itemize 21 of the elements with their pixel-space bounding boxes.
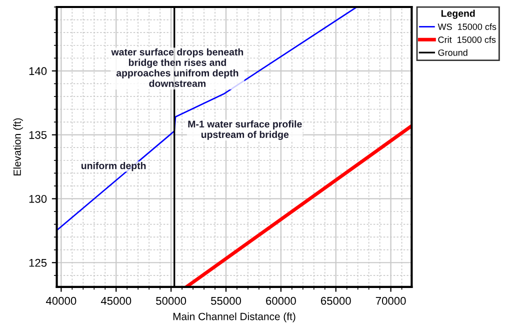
legend-title: Legend — [441, 10, 475, 19]
x-tick-label: 65000 — [320, 296, 351, 305]
annotation: water surface drops beneath bridge then rises and approaches unifrom depth downstream — [111, 48, 244, 87]
legend-label: Crit 15000 cfs — [438, 36, 496, 43]
y-tick-label: 130 — [29, 194, 47, 203]
x-tick-label: 45000 — [100, 296, 132, 305]
y-axis-title: Elevation (ft) — [13, 118, 23, 176]
y-tick-label: 135 — [29, 131, 47, 139]
y-tick-label: 125 — [29, 258, 47, 267]
y-tick-label: 140 — [29, 67, 47, 76]
legend-label: Ground — [438, 49, 468, 56]
annotation: uniform depth — [82, 162, 146, 172]
legend-label: WS 15000 cfs — [438, 23, 496, 30]
x-tick-label: 70000 — [376, 296, 406, 305]
line-series — [57, 7, 358, 230]
x-tick-label: 60000 — [266, 296, 296, 305]
annotation: M-1 water surface profile upstream of bridge — [188, 120, 302, 140]
x-tick-label: 40000 — [46, 296, 76, 305]
x-axis-title: Main Channel Distance (ft) — [173, 312, 296, 322]
x-tick-label: 55000 — [210, 296, 242, 305]
x-tick-label: 50000 — [156, 296, 186, 305]
